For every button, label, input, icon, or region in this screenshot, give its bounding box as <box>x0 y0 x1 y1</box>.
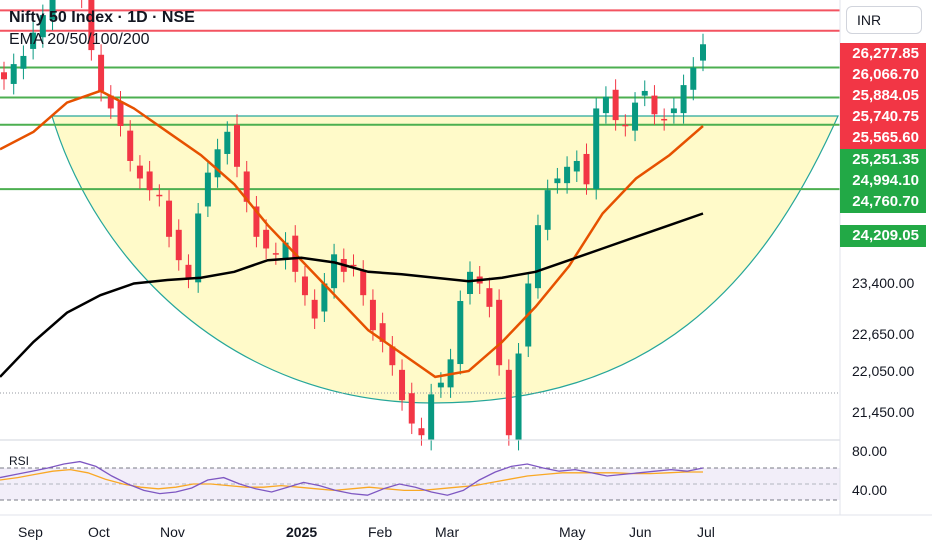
candle-body <box>632 102 639 131</box>
candle-body <box>350 264 357 267</box>
candle-body <box>700 44 706 61</box>
candle-body <box>418 428 425 436</box>
candle-body <box>49 0 56 20</box>
x-tick-label: 2025 <box>286 524 318 540</box>
candle-body <box>564 166 571 184</box>
resistance-price-tag: 25,884.05 <box>840 85 926 107</box>
candle-body <box>573 160 580 172</box>
candle-body <box>146 171 153 191</box>
currency-button[interactable]: INR <box>846 6 922 34</box>
candle-body <box>593 108 600 189</box>
chart-title: Nifty 50 Index · 1D · NSE <box>9 9 195 26</box>
candle-body <box>515 353 522 440</box>
ema-long-line <box>0 212 704 378</box>
candle-body <box>379 323 386 342</box>
candle-body <box>263 229 270 249</box>
resistance-price-tag: 26,066.70 <box>840 64 926 86</box>
candle-body <box>185 264 192 278</box>
resistance-price-tag: 25,740.75 <box>840 106 926 128</box>
candle-body <box>583 153 590 185</box>
candle-body <box>486 288 493 307</box>
y-tick-label: 22,650.00 <box>852 326 915 342</box>
candle-body <box>234 124 240 167</box>
rsi-line <box>0 460 704 496</box>
candle-body <box>136 165 143 179</box>
x-tick-label: Feb <box>368 524 393 540</box>
candle-body <box>428 394 435 440</box>
support-price-tag: 24,209.05 <box>840 225 926 247</box>
candle-body <box>534 225 541 289</box>
y-tick-label: 22,050.00 <box>852 363 915 379</box>
candle-body <box>10 64 17 84</box>
candle-body <box>253 206 260 237</box>
cup-pattern-shape <box>51 115 839 404</box>
x-tick-label: Jun <box>629 524 652 540</box>
x-tick-label: Jul <box>697 524 715 540</box>
candle-body <box>467 271 473 295</box>
rsi-tick-label: 80.00 <box>852 443 888 459</box>
candle-body <box>661 118 668 121</box>
candle-body <box>505 369 512 436</box>
candle-body <box>369 299 376 331</box>
candle-body <box>360 270 367 296</box>
candle-body <box>651 95 658 115</box>
candle-body <box>301 276 308 296</box>
x-tick-label: Oct <box>88 524 110 540</box>
candle-body <box>641 90 648 96</box>
rsi-ma-line <box>0 468 703 492</box>
candle-body <box>204 172 211 207</box>
candle-body <box>166 200 173 237</box>
candle-body <box>622 124 629 127</box>
x-tick-label: Nov <box>160 524 185 540</box>
candle-body <box>457 301 464 365</box>
candle-body <box>680 85 687 114</box>
candle-body <box>175 229 182 261</box>
y-tick-label: 21,450.00 <box>852 404 915 420</box>
support-price-tag: 25,251.35 <box>840 149 926 171</box>
candle-body <box>690 67 697 90</box>
candle-body <box>20 55 27 69</box>
candle-body <box>272 253 279 255</box>
candle-body <box>331 254 338 289</box>
x-tick-label: Sep <box>18 524 43 540</box>
candle-body <box>243 171 250 202</box>
indicator-legend[interactable]: EMA 20/50/100/200 <box>9 31 150 48</box>
candle-body <box>408 393 415 424</box>
candle-body <box>321 283 328 312</box>
rsi-tick-label: 40.00 <box>852 482 888 498</box>
x-tick-label: May <box>559 524 586 540</box>
candle-body <box>127 130 134 161</box>
candle-body <box>399 369 406 401</box>
resistance-price-tag: 26,277.85 <box>840 43 926 65</box>
candle-body <box>88 0 95 51</box>
candle-body <box>389 346 396 366</box>
candle-body <box>117 101 124 126</box>
candle-body <box>602 96 609 114</box>
candle-body <box>224 131 231 154</box>
y-tick-label: 23,400.00 <box>852 275 915 291</box>
candle-body <box>670 108 677 114</box>
candle-body <box>214 149 221 178</box>
candle-body <box>1 72 7 80</box>
candle-body <box>311 299 318 319</box>
candle-body <box>98 54 105 91</box>
candle-body <box>612 89 619 121</box>
candle-body <box>195 213 202 283</box>
candle-body <box>554 178 561 184</box>
resistance-price-tag: 25,565.60 <box>840 127 926 149</box>
candle-body <box>156 194 163 197</box>
candle-body <box>544 190 551 230</box>
support-price-tag: 24,994.10 <box>840 170 926 192</box>
candle-body <box>30 32 37 49</box>
candle-body <box>282 242 289 259</box>
rsi-label: RSI <box>9 454 30 468</box>
support-price-tag: 24,760.70 <box>840 191 926 213</box>
ema-short-line <box>0 89 704 379</box>
x-tick-label: Mar <box>435 524 460 540</box>
candle-body <box>496 299 503 366</box>
candle-body <box>437 382 444 388</box>
candle-body <box>39 15 46 38</box>
candle-body <box>107 95 114 109</box>
